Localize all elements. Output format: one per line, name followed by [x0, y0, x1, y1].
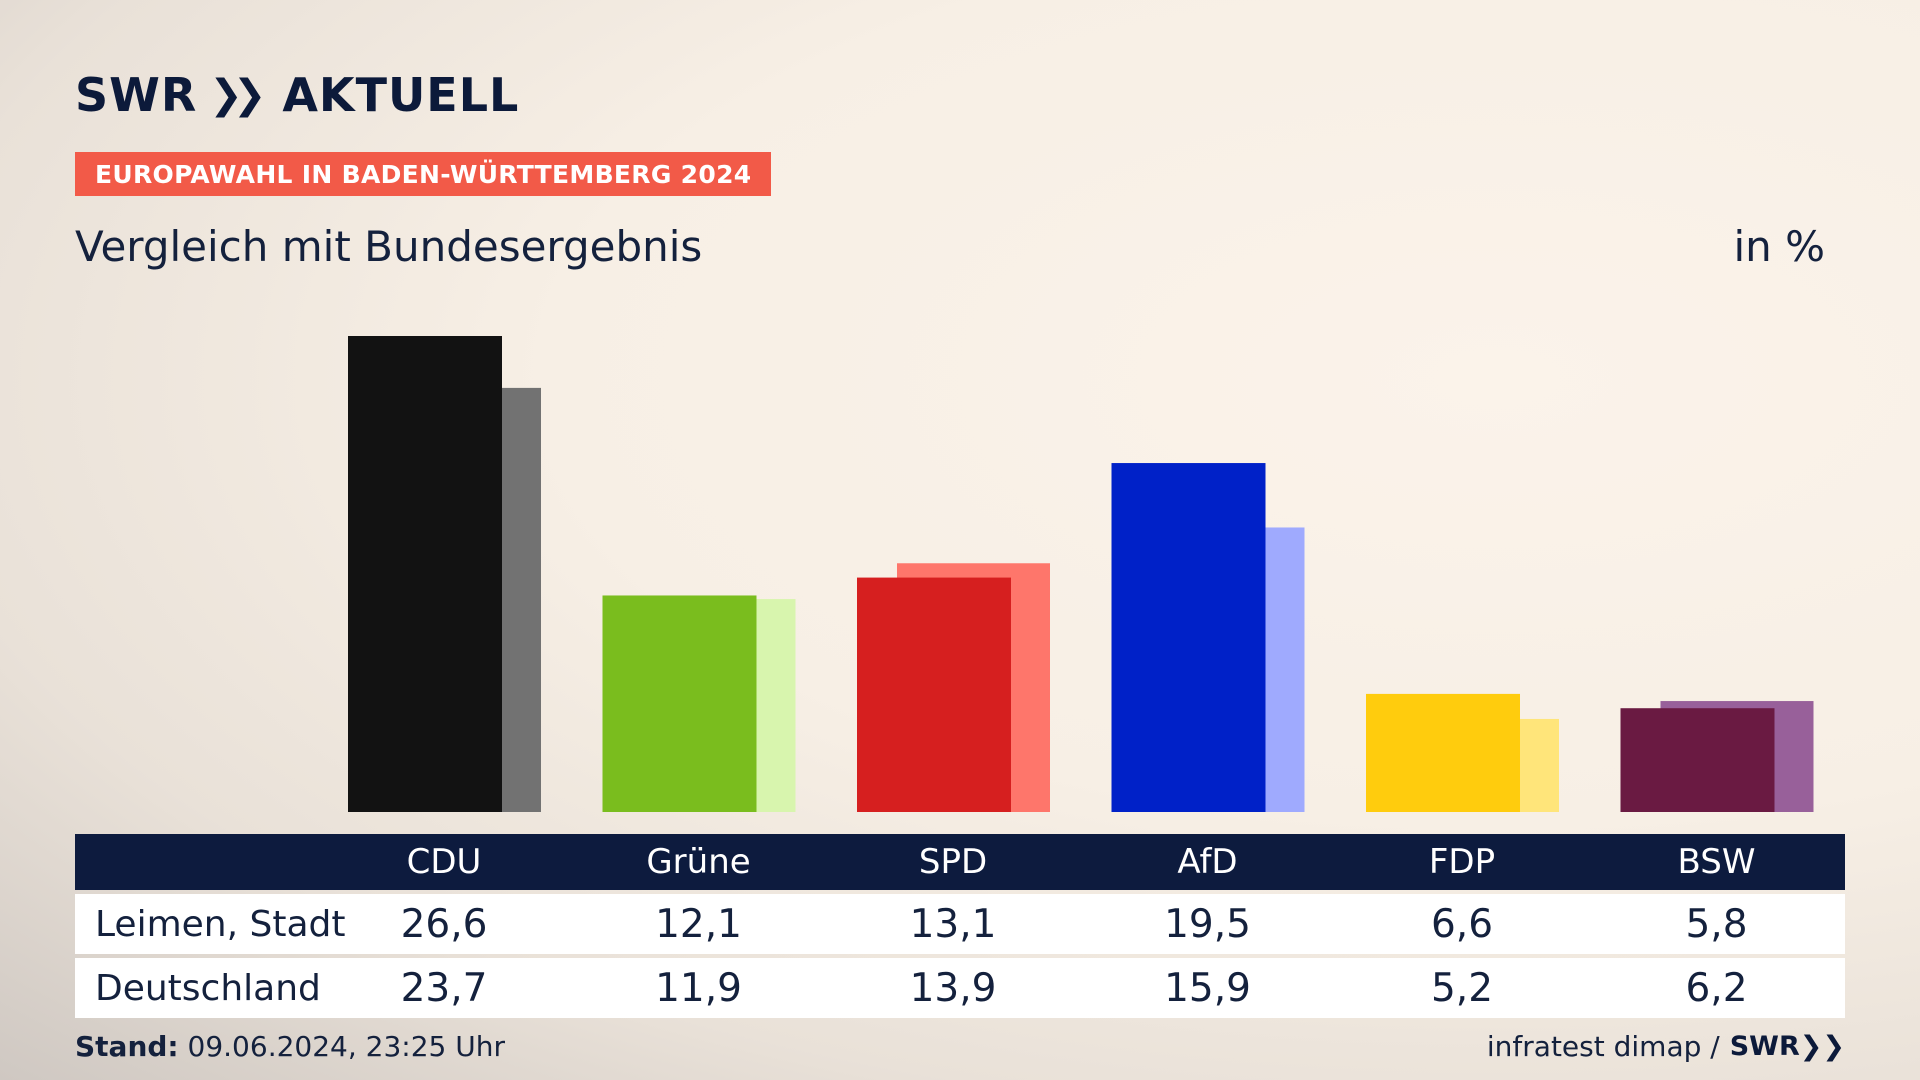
row-label: Deutschland	[95, 967, 321, 1009]
bar-leimen-cdu	[348, 336, 502, 812]
chart-heading: Vergleich mit Bundesergebnis	[75, 222, 703, 271]
table-row: Leimen, Stadt 26,6 12,1 13,1 19,5 6,6 5,8	[75, 894, 1845, 954]
bar-leimen-bsw	[1620, 708, 1775, 812]
table-row: Deutschland 23,7 11,9 13,9 15,9 5,2 6,2	[75, 958, 1845, 1018]
swr-aktuell-logo: SWR ❯❯ AKTUELL	[75, 68, 519, 122]
source-credit: infratest dimap / SWR❯❯	[1487, 1030, 1845, 1063]
table-cell: 13,9	[909, 965, 997, 1011]
table-cell: 6,6	[1430, 901, 1494, 947]
stand-value: 09.06.2024, 23:25 Uhr	[187, 1030, 505, 1063]
table-cell: 23,7	[400, 965, 488, 1011]
table-cell: 15,9	[1164, 965, 1251, 1011]
timestamp: Stand: 09.06.2024, 23:25 Uhr	[75, 1030, 505, 1063]
table-cell: 5,2	[1430, 965, 1494, 1011]
column-header-cdu: CDU	[406, 842, 482, 882]
stand-label: Stand:	[75, 1030, 179, 1063]
bar-leimen-spd	[857, 577, 1011, 812]
table-cell: 5,8	[1685, 901, 1748, 947]
source-text: infratest dimap /	[1486, 1030, 1720, 1063]
table-cell: 26,6	[400, 901, 488, 947]
source-brand-text: SWR	[1729, 1031, 1800, 1062]
column-header-bsw: BSW	[1677, 842, 1756, 882]
logo-swr-text: SWR	[75, 68, 198, 122]
unit-label: in %	[1733, 222, 1825, 271]
bar-leimen-fdp	[1366, 693, 1520, 812]
election-badge: EUROPAWAHL IN BADEN-WÜRTTEMBERG 2024	[75, 152, 772, 196]
column-header-afd: AfD	[1177, 842, 1238, 882]
bar-leimen-grüne	[602, 595, 757, 812]
table-cell: 12,1	[655, 901, 742, 947]
logo-aktuell-text: AKTUELL	[282, 68, 520, 122]
table-header: CDU Grüne SPD AfD FDP BSW	[75, 834, 1845, 890]
column-header-spd: SPD	[918, 842, 988, 882]
bar-chart	[348, 336, 1814, 812]
source-brand: SWR❯❯	[1729, 1031, 1845, 1062]
table-cell: 11,9	[655, 965, 742, 1011]
table-cell: 13,1	[909, 901, 997, 947]
bar-leimen-afd	[1111, 463, 1266, 812]
row-label: Leimen, Stadt	[95, 903, 346, 945]
results-table: CDU Grüne SPD AfD FDP BSW Leimen, Stadt 26,6 1…	[75, 834, 1845, 1018]
table-cell: 6,2	[1685, 965, 1748, 1011]
column-header-grüne: Grüne	[646, 842, 751, 882]
table-cell: 19,5	[1164, 901, 1251, 947]
column-header-fdp: FDP	[1428, 842, 1496, 882]
